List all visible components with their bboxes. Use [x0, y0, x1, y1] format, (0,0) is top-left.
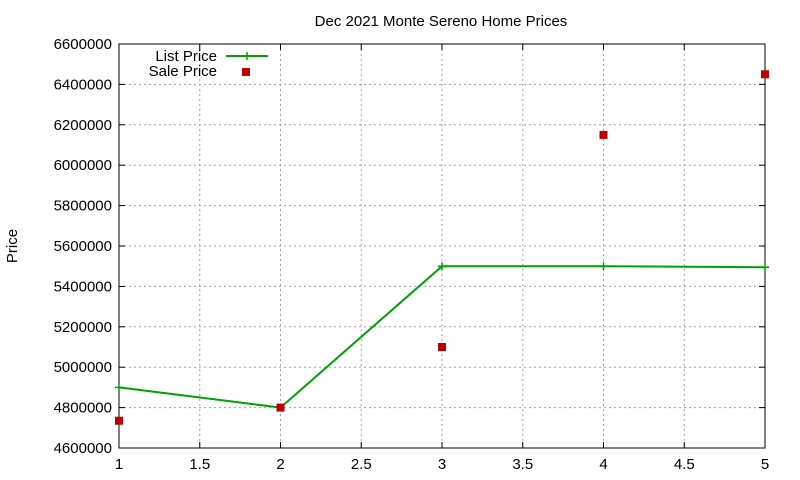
y-tick-label: 5400000 — [54, 278, 112, 295]
y-tick-label: 6400000 — [54, 76, 112, 93]
y-tick-label: 5200000 — [54, 319, 112, 336]
legend-item-list-price: List Price — [155, 48, 268, 65]
data-point-sale-price — [276, 403, 285, 412]
x-tick-label: 2.5 — [351, 456, 372, 473]
legend-marker-sale-price — [242, 68, 250, 76]
x-tick-label: 1.5 — [189, 456, 210, 473]
x-tick-label: 4.5 — [674, 456, 695, 473]
legend-label-sale-price: Sale Price — [149, 63, 217, 80]
y-tick-label: 6000000 — [54, 157, 112, 174]
x-tick-label: 3 — [438, 456, 446, 473]
legend-marker-list-price — [243, 52, 251, 60]
legend: List Price Sale Price — [149, 48, 268, 80]
x-tick-label: 2 — [276, 456, 284, 473]
x-tick-label: 5 — [761, 456, 769, 473]
data-point-sale-price — [761, 70, 769, 79]
legend-label-list-price: List Price — [155, 48, 217, 65]
legend-item-sale-price: Sale Price — [149, 63, 250, 80]
y-tick-label: 5800000 — [54, 198, 112, 215]
data-point-list-price — [599, 262, 608, 271]
series-line-list-price — [118, 265, 766, 409]
y-axis-label: Price — [4, 229, 21, 263]
y-tick-label: 6200000 — [54, 117, 112, 134]
y-tick-label: 5600000 — [54, 238, 112, 255]
y-tick-label: 6600000 — [54, 36, 112, 53]
chart-title: Dec 2021 Monte Sereno Home Prices — [315, 13, 568, 30]
x-tick-label: 1 — [115, 456, 123, 473]
x-tick-label: 3.5 — [512, 456, 533, 473]
x-tick-label: 4 — [599, 456, 607, 473]
data-point-sale-price — [599, 130, 608, 139]
y-tick-label: 4800000 — [54, 400, 112, 417]
y-tick-label: 5000000 — [54, 359, 112, 376]
data-point-sale-price — [438, 343, 446, 351]
grid — [119, 44, 765, 448]
data-point-list-price — [761, 263, 769, 272]
data-point-list-price — [438, 262, 446, 271]
x-axis: 1 1.5 2 2.5 3 3.5 4 4.5 5 — [115, 44, 769, 473]
y-axis: 4600000 4800000 5000000 5200000 5400000 56000… — [54, 36, 765, 457]
data-point-list-price — [115, 383, 123, 392]
data-point-sale-price — [115, 416, 123, 425]
series — [115, 70, 769, 425]
y-tick-label: 4600000 — [54, 440, 112, 457]
